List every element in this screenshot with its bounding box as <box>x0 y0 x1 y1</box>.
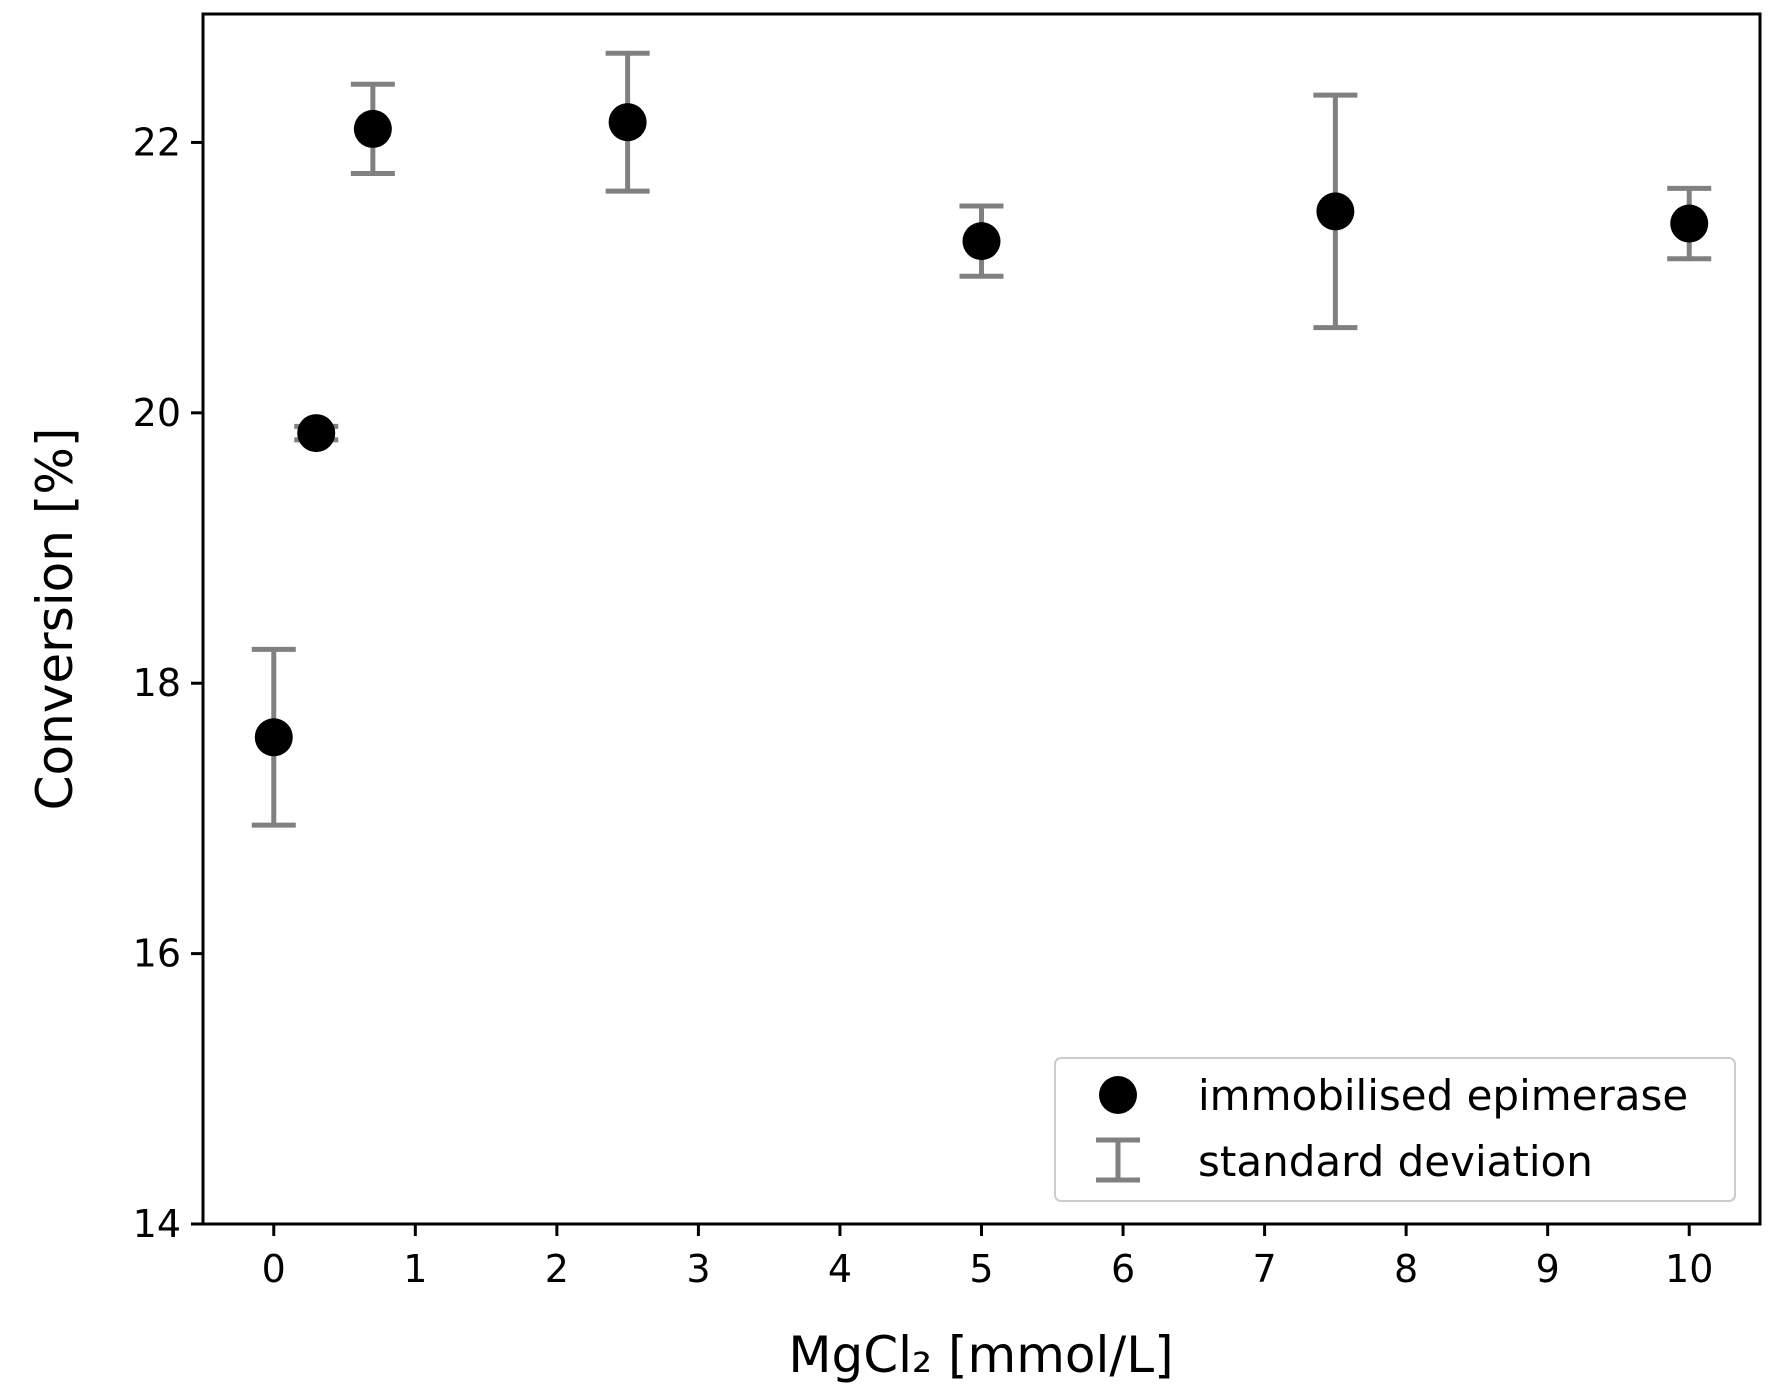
x-tick-label: 0 <box>262 1247 286 1291</box>
x-tick-label: 9 <box>1536 1247 1560 1291</box>
data-point <box>608 103 647 142</box>
y-tick-label: 14 <box>133 1202 181 1246</box>
x-tick-label: 8 <box>1394 1247 1418 1291</box>
legend-marker-errorbar <box>1096 1137 1140 1183</box>
legend-frame <box>1054 1057 1736 1202</box>
data-point <box>1316 192 1355 231</box>
y-ticks: 14 16 18 20 22 <box>133 120 203 1246</box>
y-tick-label: 22 <box>133 120 181 164</box>
y-tick-label: 16 <box>133 932 181 976</box>
data-points <box>254 103 1709 757</box>
data-point <box>962 222 1001 261</box>
plot-background <box>203 14 1760 1224</box>
x-tick-label: 1 <box>403 1247 427 1291</box>
data-point <box>353 109 392 148</box>
legend-label-epimerase: immobilised epimerase <box>1198 1071 1688 1120</box>
x-tick-label: 3 <box>686 1247 710 1291</box>
x-tick-label: 6 <box>1111 1247 1135 1291</box>
legend-label-std: standard deviation <box>1198 1137 1593 1186</box>
x-tick-label: 5 <box>969 1247 993 1291</box>
plot-frame <box>201 12 1762 1226</box>
legend-marker-point <box>1099 1076 1137 1114</box>
data-point <box>1670 204 1709 243</box>
y-tick-label: 20 <box>133 391 181 435</box>
x-tick-label: 7 <box>1252 1247 1276 1291</box>
x-axis-label: MgCl₂ [mmol/L] <box>788 1326 1173 1384</box>
y-tick-label: 18 <box>133 661 181 705</box>
x-tick-label: 10 <box>1665 1247 1713 1291</box>
y-axis-label: Conversion [%] <box>26 428 84 811</box>
data-point <box>297 414 336 453</box>
x-ticks: 0 1 2 3 4 5 6 7 8 9 10 <box>262 1224 1713 1291</box>
data-point <box>254 718 293 757</box>
legend: immobilised epimerase standard deviation <box>1054 1057 1736 1202</box>
x-tick-label: 2 <box>545 1247 569 1291</box>
x-tick-label: 4 <box>828 1247 852 1291</box>
